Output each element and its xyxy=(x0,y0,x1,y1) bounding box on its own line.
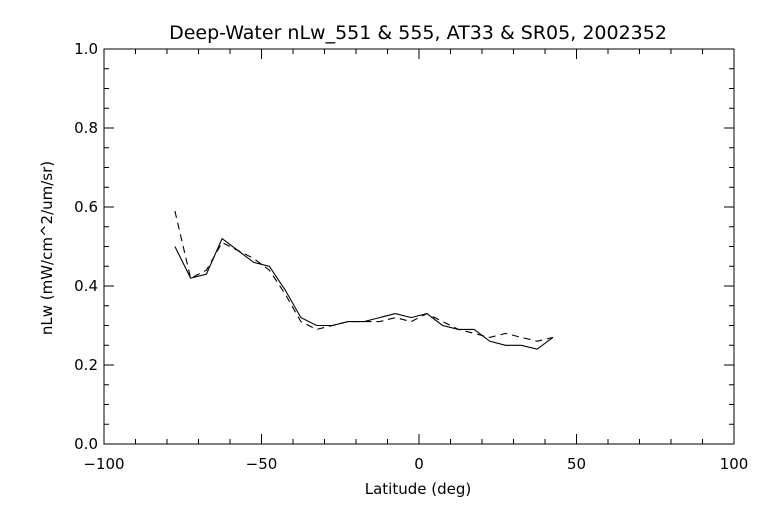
plot-frame xyxy=(103,48,735,445)
y-tick-label: 0.0 xyxy=(74,435,98,453)
series-line-dashed xyxy=(174,210,554,342)
x-tick-label: −50 xyxy=(246,455,278,473)
x-axis-label: Latitude (deg) xyxy=(365,480,471,498)
chart-title: Deep-Water nLw_551 & 555, AT33 & SR05, 2… xyxy=(169,22,667,44)
y-tick-label: 1.0 xyxy=(74,40,98,58)
series-line-solid xyxy=(174,237,554,350)
axis-ticks xyxy=(103,48,735,445)
x-tick-labels: −100 −50 0 50 100 xyxy=(83,455,748,473)
y-axis-label: nLw (mW/cm^2/um/sr) xyxy=(38,161,56,335)
y-tick-label: 0.8 xyxy=(74,119,98,137)
y-tick-label: 0.4 xyxy=(74,277,98,295)
y-tick-label: 0.6 xyxy=(74,198,98,216)
x-tick-label: 50 xyxy=(567,455,586,473)
y-tick-labels: 0.0 0.2 0.4 0.6 0.8 1.0 xyxy=(74,40,98,453)
x-tick-label: 100 xyxy=(720,455,749,473)
y-tick-label: 0.2 xyxy=(74,356,98,374)
x-tick-label: −100 xyxy=(83,455,124,473)
x-tick-label: 0 xyxy=(414,455,424,473)
series-lines xyxy=(174,210,554,350)
